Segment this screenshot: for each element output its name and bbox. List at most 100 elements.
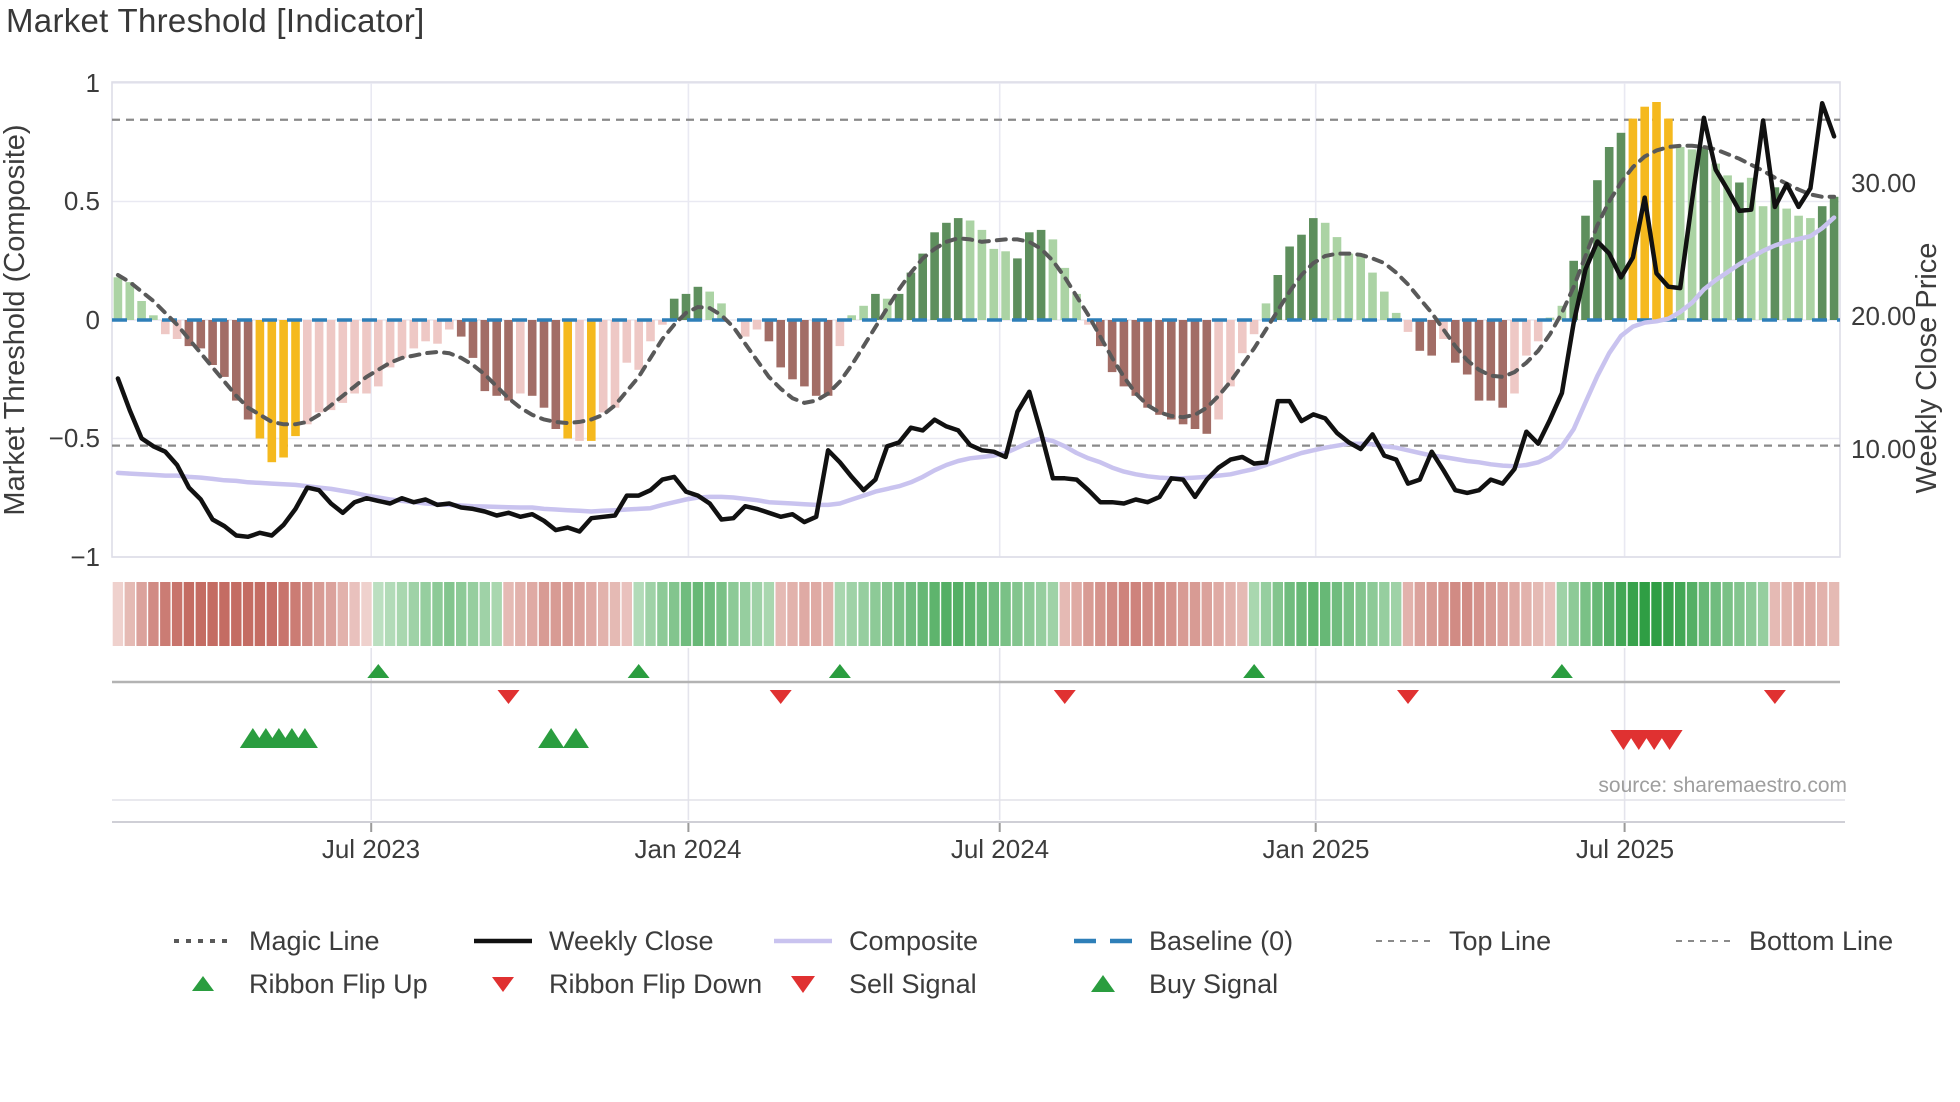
ribbon-cell	[1828, 582, 1840, 646]
threshold-bar	[480, 320, 490, 392]
ribbon-cell	[1083, 582, 1094, 646]
ribbon-cell	[171, 582, 183, 646]
threshold-bar	[385, 320, 395, 368]
ribbon-cell	[716, 582, 727, 646]
threshold-bar	[1451, 320, 1460, 363]
threshold-bar	[1309, 218, 1318, 320]
ribbon-cell	[858, 582, 869, 646]
ribbon-cell	[799, 582, 810, 646]
threshold-bar	[1036, 229, 1046, 320]
threshold-bar	[1380, 291, 1389, 320]
ribbon-cell	[1544, 582, 1556, 646]
weekly-close-line	[115, 100, 1837, 540]
ribbon-cell	[1781, 582, 1792, 646]
ribbon-cell	[1166, 582, 1177, 646]
threshold-bar	[1628, 118, 1638, 320]
ribbon-cell	[988, 582, 999, 646]
threshold-bar	[681, 293, 691, 320]
ribbon-cell	[775, 582, 786, 646]
ribbon-cell	[278, 582, 289, 646]
ribbon-cell	[1450, 582, 1461, 646]
threshold-bar	[161, 320, 170, 335]
ribbon-cell	[1047, 582, 1059, 646]
threshold-bar	[172, 320, 182, 339]
ribbon-cell	[740, 582, 751, 646]
ribbon-cell	[1000, 582, 1011, 646]
ribbon-cell	[1118, 582, 1130, 646]
ribbon-cell	[1663, 582, 1674, 646]
ribbon-cell	[302, 582, 313, 646]
legend-label: Ribbon Flip Up	[249, 968, 428, 999]
ribbon-cell	[787, 582, 798, 646]
threshold-bar	[1474, 320, 1484, 401]
ribbon-cell	[822, 582, 834, 646]
ribbon-cell	[1485, 582, 1496, 646]
threshold-bar	[1711, 163, 1720, 320]
threshold-bar	[1557, 305, 1567, 320]
ribbon-cell	[1130, 582, 1141, 646]
threshold-bar	[953, 218, 963, 320]
threshold-bar	[1687, 149, 1697, 320]
ribbon-cell	[136, 582, 147, 646]
threshold-bar	[1001, 251, 1010, 320]
ribbon-cell	[1615, 582, 1627, 646]
ribbon-cell	[1106, 582, 1118, 646]
triangle-up-green-icon	[192, 976, 214, 991]
ribbon-cell	[1580, 582, 1591, 646]
composite-swatch-icon	[774, 938, 832, 944]
threshold-bar	[859, 305, 868, 320]
ribbon-cell	[1308, 582, 1319, 646]
threshold-bar	[1167, 320, 1176, 420]
right-axis-tick: 30.00	[1851, 168, 1917, 198]
threshold-bar	[1261, 303, 1271, 320]
threshold-bar	[1723, 175, 1732, 320]
threshold-bar	[397, 320, 407, 358]
ribbon-cell	[349, 582, 360, 646]
threshold-bar	[1131, 320, 1141, 396]
ribbon-cell	[1331, 582, 1343, 646]
threshold-bar	[1356, 253, 1365, 320]
threshold-bar	[184, 320, 194, 347]
threshold-bar	[243, 320, 253, 420]
threshold-bar	[232, 320, 241, 401]
ribbon-cell	[124, 582, 135, 646]
threshold-bar	[752, 320, 762, 330]
threshold-bar	[445, 320, 454, 330]
ribbon-cell	[1284, 582, 1295, 646]
ribbon-cell	[325, 582, 337, 646]
threshold-bar	[1427, 320, 1436, 356]
threshold-bar	[776, 320, 785, 368]
threshold-bar	[516, 320, 525, 394]
left-axis-tick: 0.5	[63, 186, 100, 216]
threshold-bar	[468, 320, 478, 358]
ribbon-cell	[1035, 582, 1047, 646]
threshold-bar	[1522, 320, 1531, 356]
ribbon-flip-up-marker	[1243, 664, 1266, 678]
threshold-bar	[847, 315, 856, 320]
ribbon-flip-down-marker	[1053, 690, 1076, 704]
threshold-bar	[1013, 258, 1022, 320]
ribbon-cell	[527, 582, 538, 646]
ribbon-cell	[290, 582, 301, 646]
ribbon-cell	[657, 582, 668, 646]
threshold-bar	[255, 320, 265, 439]
threshold-bar	[622, 320, 632, 363]
left-axis-tick: 0	[85, 305, 100, 335]
threshold-bar	[551, 320, 561, 429]
ribbon-cell	[313, 582, 325, 646]
threshold-bar	[1096, 320, 1105, 347]
ribbon-cell	[242, 582, 254, 646]
threshold-bar	[1048, 239, 1058, 320]
threshold-bar	[788, 320, 797, 380]
ribbon-cell	[479, 582, 490, 646]
legend-item-top-line: Top Line	[1372, 924, 1551, 958]
x-axis-tick: Jul 2025	[1575, 834, 1675, 864]
ribbon-cell	[1521, 582, 1532, 646]
left-axis-title: Market Threshold (Composite)	[0, 124, 31, 516]
threshold-bar	[669, 298, 679, 320]
threshold-bar	[291, 320, 300, 437]
legend-item-ribbon-flip-down: Ribbon Flip Down	[472, 967, 762, 1001]
threshold-bar	[1238, 320, 1247, 354]
ribbon-cell	[1698, 582, 1710, 646]
threshold-bar	[1107, 320, 1117, 373]
